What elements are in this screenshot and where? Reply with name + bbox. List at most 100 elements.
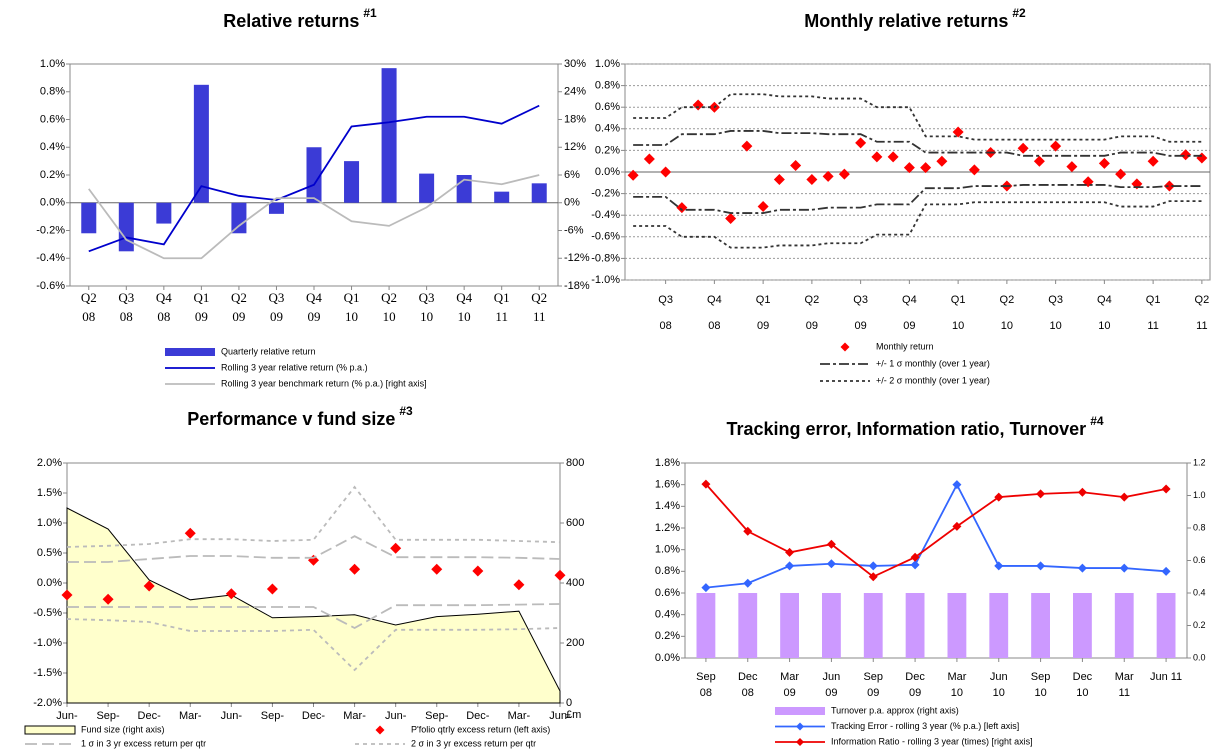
x-tick-label: 10 (383, 309, 396, 324)
x-tick-label: Sep (1031, 671, 1051, 683)
point (855, 137, 867, 149)
x-tick-label: Q1 (193, 290, 209, 305)
bar (81, 202, 97, 234)
x-tick-label: 11 (495, 309, 508, 324)
point (184, 527, 196, 539)
line (88, 104, 540, 253)
y-tick-label: 0.6% (595, 101, 620, 113)
x-tick-label: 10 (1001, 320, 1013, 332)
point (1033, 155, 1045, 167)
point (952, 126, 964, 138)
line-marker (826, 539, 836, 549)
line-marker (743, 526, 753, 536)
x-tick-label: Dec- (302, 710, 326, 722)
y-tick-label: 0.8% (655, 565, 680, 577)
line-marker (1119, 563, 1129, 573)
legend-label: Quarterly relative return (221, 346, 316, 356)
y-tick-label: 2.0% (37, 457, 62, 469)
x-tick-label: Jun (990, 671, 1008, 683)
x-tick-label: 09 (232, 309, 245, 324)
legend-label: Information Ratio - rolling 3 year (time… (831, 736, 1033, 746)
y2-axis-label: £m (566, 709, 581, 721)
y-tick-label: 0.2% (595, 144, 620, 156)
point (61, 589, 73, 601)
legend-swatch (796, 722, 804, 731)
x-tick-label: Q4 (156, 290, 172, 305)
x-tick-label: 09 (308, 309, 321, 324)
chart-title-note: #4 (1090, 414, 1104, 428)
y-tick-label: 0.8% (40, 86, 65, 98)
x-tick-label: 08 (157, 309, 170, 324)
point (1017, 142, 1029, 154)
line-marker (785, 561, 795, 571)
x-tick-label: Q3 (118, 290, 134, 305)
x-tick-label: Mar (947, 671, 966, 683)
x-tick-label: Jun- (221, 710, 243, 722)
chart-title-note: #3 (399, 404, 413, 418)
x-tick-label: Q4 (306, 290, 322, 305)
legend-swatch (796, 738, 804, 746)
y-tick-label: 0.2% (655, 630, 680, 642)
x-tick-label: 10 (993, 687, 1005, 699)
y2-tick-label: 1.2 (1193, 457, 1206, 467)
x-tick-label: Mar (1115, 671, 1134, 683)
point (1115, 168, 1127, 180)
bar (1031, 593, 1050, 658)
line-marker (1119, 492, 1129, 502)
bar (905, 593, 925, 658)
bar (381, 68, 397, 203)
y2-tick-label: 24% (564, 86, 586, 98)
point (920, 162, 932, 174)
y-tick-label: 1.0% (40, 58, 65, 70)
chart-title-note: #1 (363, 6, 377, 20)
point (757, 201, 769, 213)
line-marker (826, 559, 836, 569)
chart-title-text: Relative returns (223, 11, 359, 31)
bar (1156, 593, 1176, 658)
x-tick-label: Q2 (381, 290, 397, 305)
line (705, 482, 1167, 589)
point (936, 155, 948, 167)
y-tick-label: 0.4% (595, 123, 620, 135)
x-tick-label: Q4 (707, 294, 722, 306)
x-tick-label: 09 (855, 320, 867, 332)
legend-label: 2 σ in 3 yr excess return per qtr (411, 738, 536, 748)
x-tick-label: Q1 (344, 290, 360, 305)
y-tick-label: 0.0% (37, 577, 62, 589)
x-tick-label: 09 (825, 687, 837, 699)
bar (989, 593, 1009, 658)
x-tick-label: Dec (738, 671, 758, 683)
y-tick-label: 1.0% (595, 58, 620, 70)
point (968, 164, 980, 176)
y2-tick-label: -12% (564, 252, 590, 264)
point (790, 160, 802, 172)
point (676, 202, 688, 214)
y2-tick-label: 0.0 (1193, 652, 1206, 662)
line (705, 483, 1167, 578)
x-tick-label: Q4 (1097, 294, 1112, 306)
point (349, 563, 361, 575)
x-tick-label: 09 (903, 320, 915, 332)
x-tick-label: 10 (1076, 687, 1088, 699)
x-tick-label: Q3 (419, 290, 435, 305)
line (66, 618, 561, 672)
y-tick-label: -0.5% (33, 607, 62, 619)
chart-title-text: Performance v fund size (187, 409, 395, 429)
legend-label: 1 σ in 3 yr excess return per qtr (81, 738, 206, 748)
y2-tick-label: 800 (566, 457, 584, 469)
line-marker (910, 552, 920, 562)
line (633, 130, 1202, 157)
point (692, 99, 704, 111)
x-tick-label: 11 (1147, 320, 1158, 332)
area (66, 507, 561, 704)
y2-tick-label: 1.0 (1193, 490, 1206, 500)
y-tick-label: -0.6% (36, 280, 65, 292)
x-tick-label: Mar- (508, 710, 531, 722)
x-tick-label: Mar- (179, 710, 202, 722)
x-tick-label: Q2 (81, 290, 97, 305)
y2-tick-label: 400 (566, 577, 584, 589)
x-tick-label: Mar (780, 671, 799, 683)
y-tick-label: 0.0% (595, 166, 620, 178)
legend-label: +/- 1 σ monthly (over 1 year) (876, 358, 990, 368)
